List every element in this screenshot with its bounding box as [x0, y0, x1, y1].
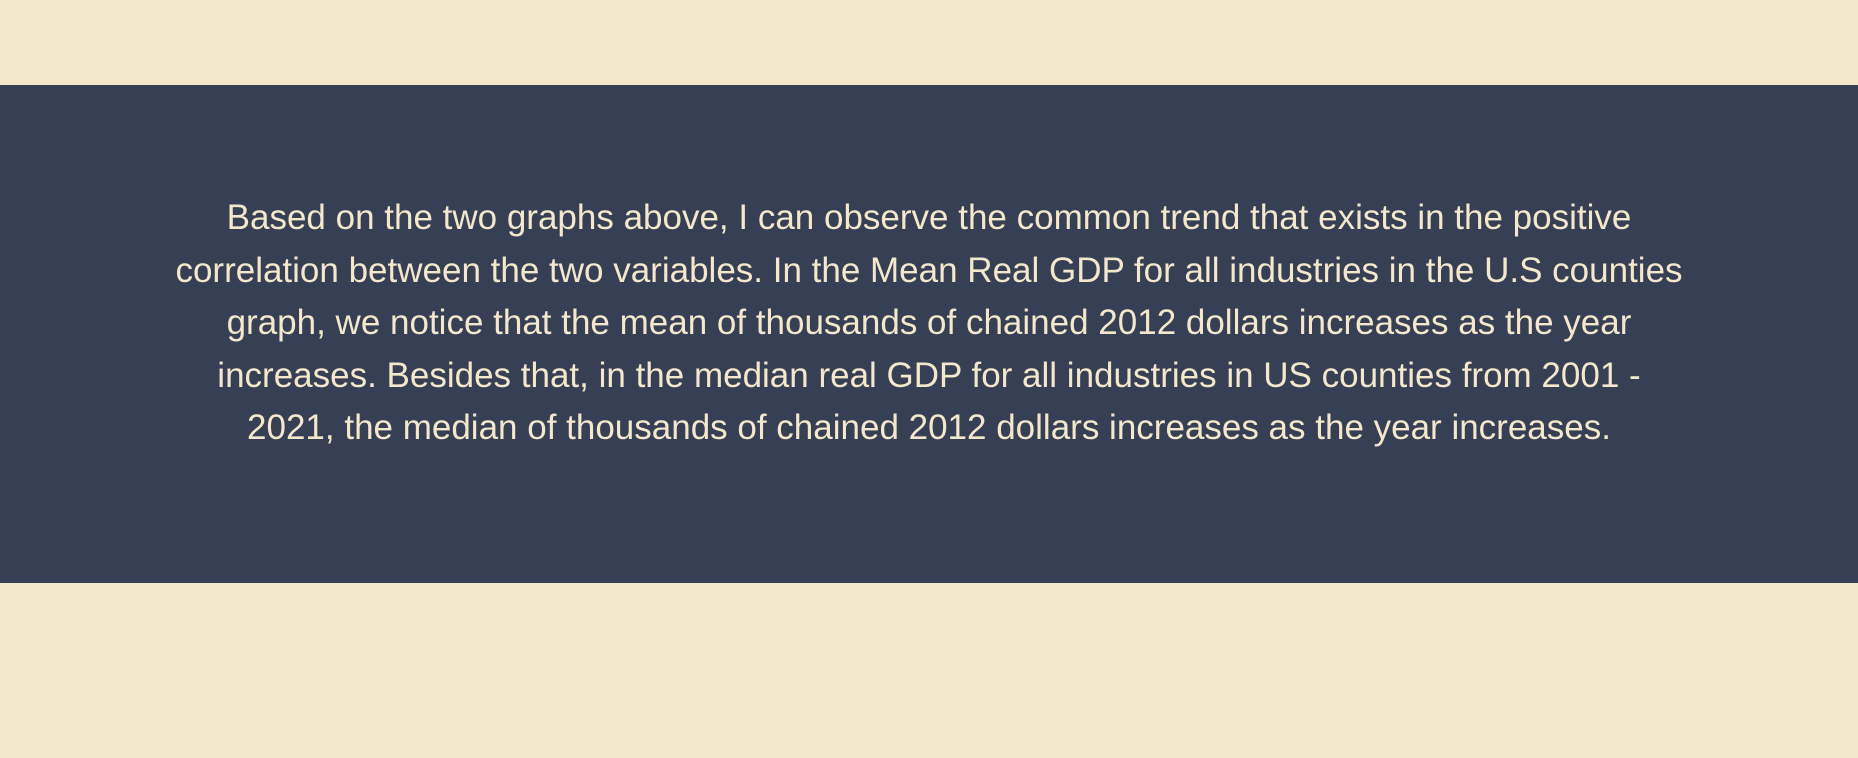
paragraph-line-2: correlation between the two variables. I… — [175, 250, 1683, 290]
analysis-paragraph: Based on the two graphs above, I can obs… — [104, 192, 1754, 455]
paragraph-line-1: Based on the two graphs above, I can obs… — [226, 198, 1632, 237]
paragraph-line-5: 2021, the median of thousands of chained… — [247, 408, 1611, 447]
paragraph-line-4: increases. Besides that, in the median r… — [217, 355, 1641, 395]
paragraph-line-3: graph, we notice that the mean of thousa… — [226, 303, 1632, 342]
text-band: Based on the two graphs above, I can obs… — [0, 85, 1858, 583]
